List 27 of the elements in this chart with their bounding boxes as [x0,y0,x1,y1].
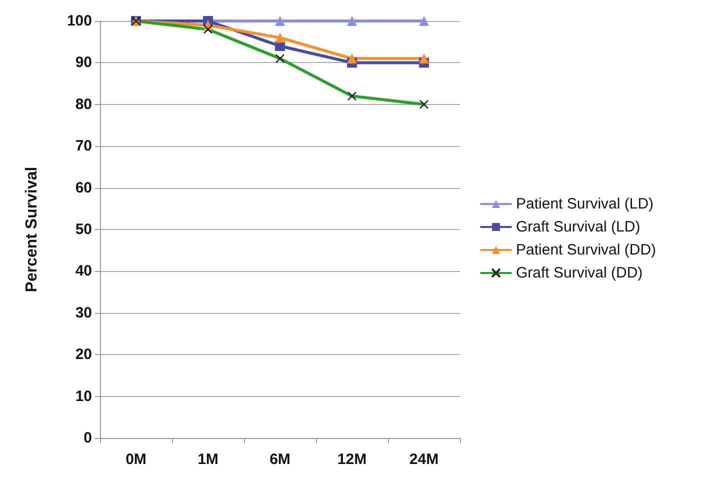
point [275,32,285,43]
y-tick-label: 100 [66,12,92,30]
y-tick-label: 10 [75,388,92,405]
legend-label: Graft Survival (LD) [516,218,640,236]
y-tick-label: 80 [75,96,92,113]
legend-label: Patient Survival (DD) [516,242,656,258]
x-tick-label: 24M [409,451,439,468]
legend-label: Patient Survival (LD) [516,196,654,212]
y-tick-label: 20 [75,346,92,364]
point [419,16,429,26]
y-tick-label: 40 [75,262,92,280]
point [347,54,357,64]
x-tick-label: 6M [270,451,290,468]
point [419,54,429,64]
y-tick-label: 0 [84,430,92,446]
y-tick-label: 70 [75,138,92,155]
x-tick-label: 0M [126,451,146,468]
point [347,16,357,26]
point [275,16,285,26]
x-tick-label: 12M [337,451,367,468]
y-tick-label: 90 [75,54,92,72]
y-tick-label: 30 [75,304,92,322]
y-tick-label: 60 [75,179,92,196]
y-axis-title: Percent Survival [24,166,40,292]
x-tick-label: 1M [198,451,218,468]
legend-label: Graft Survival (DD) [516,264,643,282]
y-tick-label: 50 [75,221,92,238]
